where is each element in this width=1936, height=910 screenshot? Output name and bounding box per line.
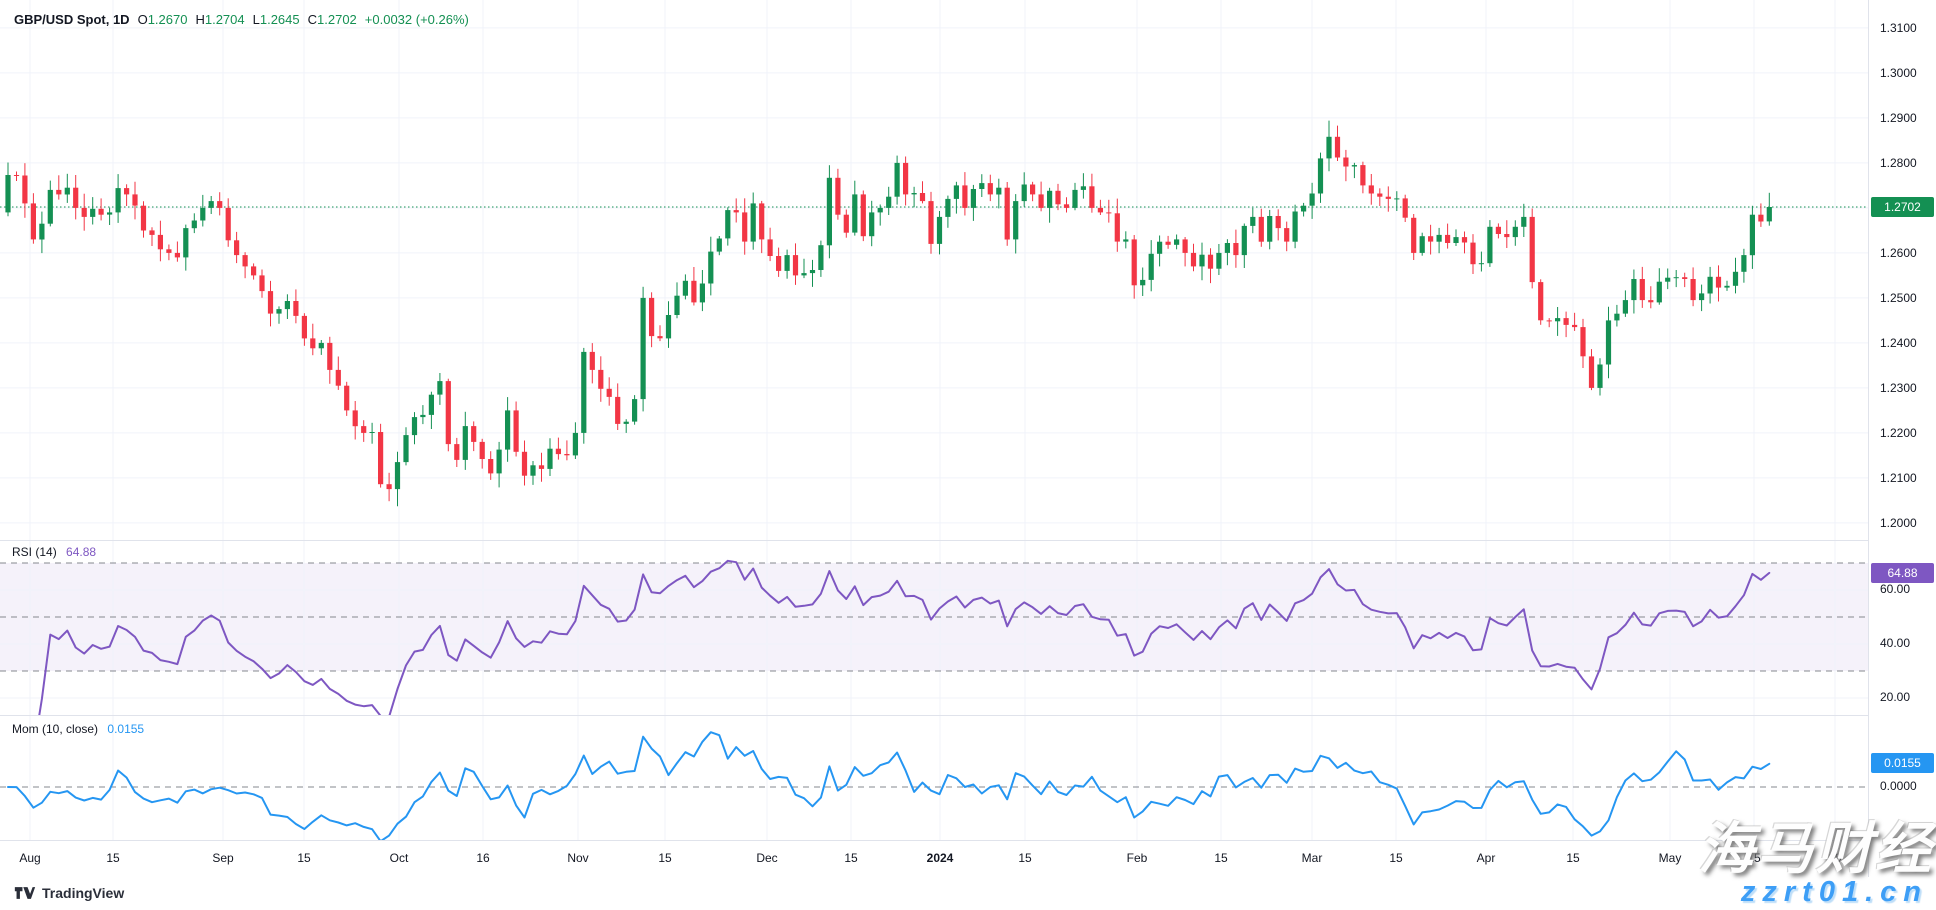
tradingview-logo-icon bbox=[14, 887, 36, 899]
momentum-axis-label: 0.0000 bbox=[1880, 779, 1917, 793]
momentum-indicator-panel[interactable] bbox=[0, 716, 1868, 841]
candlestick-plot bbox=[0, 0, 1868, 540]
momentum-value-badge: 0.0155 bbox=[1871, 753, 1934, 773]
rsi-axis-label: 40.00 bbox=[1880, 636, 1911, 650]
time-tick-label: 15 bbox=[1747, 851, 1761, 865]
time-tick-label: 15 bbox=[1566, 851, 1580, 865]
time-tick-label: 16 bbox=[476, 851, 490, 865]
footer-bar: TradingView bbox=[0, 877, 1936, 910]
rsi-label: RSI bbox=[12, 545, 33, 559]
time-tick-label: Feb bbox=[1126, 851, 1148, 865]
last-price-badge: 1.2702 bbox=[1871, 197, 1934, 217]
rsi-legend[interactable]: RSI (14) 64.88 bbox=[12, 545, 96, 559]
time-tick-label: Mar bbox=[1301, 851, 1323, 865]
momentum-params: (10, close) bbox=[42, 722, 99, 736]
low-value: L1.2645 bbox=[252, 12, 300, 27]
price-tick-label: 1.3000 bbox=[1880, 65, 1917, 80]
time-tick-label: 15 bbox=[106, 851, 120, 865]
time-tick-label: Aug bbox=[19, 851, 41, 865]
time-tick-label: Oct bbox=[389, 851, 409, 865]
momentum-legend[interactable]: Mom (10, close) 0.0155 bbox=[12, 722, 144, 736]
time-tick-label: 15 bbox=[658, 851, 672, 865]
price-tick-label: 1.2000 bbox=[1880, 515, 1917, 530]
time-tick-label: May bbox=[1658, 851, 1682, 865]
tradingview-logo[interactable]: TradingView bbox=[14, 885, 124, 901]
rsi-axis-label: 60.00 bbox=[1880, 582, 1911, 596]
time-tick-label: 2024 bbox=[926, 851, 954, 865]
open-value: O1.2670 bbox=[137, 12, 188, 27]
rsi-plot bbox=[0, 541, 1868, 715]
tradingview-logo-text: TradingView bbox=[42, 885, 125, 901]
momentum-current-value: 0.0155 bbox=[107, 722, 145, 736]
time-axis[interactable]: Aug 15 Sep 15 Oct 16 Nov 15 Dec 15 2024 15 Feb 15 Mar 1… bbox=[0, 841, 1868, 878]
change-value: +0.0032 (+0.26%) bbox=[364, 12, 469, 27]
time-tick-label: 15 bbox=[1389, 851, 1403, 865]
time-tick-label: Apr bbox=[1476, 851, 1496, 865]
symbol-title[interactable]: GBP/USD Spot, 1D bbox=[14, 12, 130, 27]
rsi-value-badge: 64.88 bbox=[1871, 563, 1934, 583]
price-tick-label: 1.3100 bbox=[1880, 20, 1917, 35]
time-tick-label: Dec bbox=[756, 851, 778, 865]
price-tick-label: 1.2200 bbox=[1880, 425, 1917, 440]
time-tick-label: Nov bbox=[567, 851, 589, 865]
rsi-current-value: 64.88 bbox=[66, 545, 97, 559]
price-tick-label: 1.2400 bbox=[1880, 335, 1917, 350]
rsi-indicator-panel[interactable] bbox=[0, 541, 1868, 716]
symbol-legend: GBP/USD Spot, 1D O1.2670 H1.2704 L1.2645… bbox=[14, 12, 469, 27]
price-tick-label: 1.2900 bbox=[1880, 110, 1917, 125]
watermark-site-name: 海马财经 bbox=[1698, 817, 1934, 880]
price-tick-label: 1.2600 bbox=[1880, 245, 1917, 260]
rsi-axis-label: 20.00 bbox=[1880, 690, 1911, 704]
close-value: C1.2702 bbox=[307, 12, 357, 27]
momentum-plot bbox=[0, 716, 1868, 840]
time-tick-label: 15 bbox=[1214, 851, 1228, 865]
high-value: H1.2704 bbox=[195, 12, 245, 27]
price-tick-label: 1.2300 bbox=[1880, 380, 1917, 395]
time-tick-label: 15 bbox=[844, 851, 858, 865]
main-price-chart[interactable] bbox=[0, 0, 1868, 541]
price-tick-label: 1.2500 bbox=[1880, 290, 1917, 305]
price-axis[interactable]: 1.2702 64.88 0.0155 60.00 40.00 20.00 0.… bbox=[1868, 0, 1936, 877]
time-tick-label: 15 bbox=[1018, 851, 1032, 865]
time-tick-label: 15 bbox=[297, 851, 311, 865]
momentum-label: Mom bbox=[12, 722, 39, 736]
time-tick-label: 29 bbox=[1828, 851, 1842, 865]
watermark-site-url: zzrt01.cn bbox=[1740, 876, 1928, 908]
price-tick-label: 1.2800 bbox=[1880, 155, 1917, 170]
price-tick-label: 1.2100 bbox=[1880, 470, 1917, 485]
time-tick-label: Sep bbox=[212, 851, 234, 865]
rsi-params: (14) bbox=[35, 545, 57, 559]
